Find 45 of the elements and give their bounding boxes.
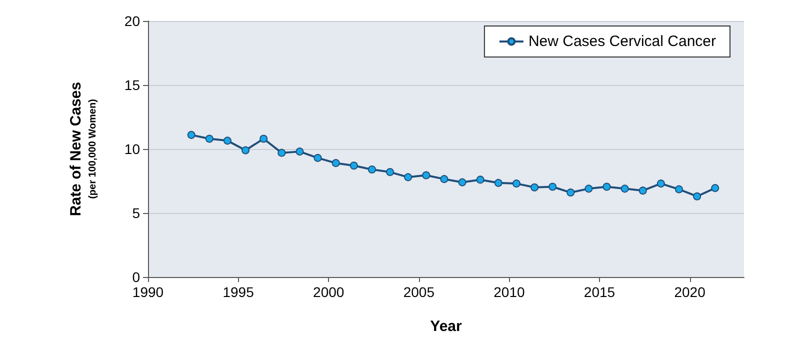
point <box>584 184 593 193</box>
point <box>530 183 538 192</box>
point <box>711 184 720 192</box>
point <box>404 173 412 182</box>
point <box>566 188 575 197</box>
legend-label: New Cases Cervical Cancer <box>528 33 716 50</box>
point <box>494 178 502 187</box>
point <box>458 178 466 186</box>
y-tick-label: 15 <box>124 77 140 93</box>
point <box>476 176 484 184</box>
point <box>548 182 557 191</box>
point <box>332 159 340 168</box>
point <box>512 180 520 188</box>
point <box>205 134 214 143</box>
x-tick-label: 1995 <box>222 284 254 300</box>
point <box>314 154 322 162</box>
y-tick-label: 0 <box>132 269 140 285</box>
y-axis-title: Rate of New Cases (per 100,000 Women) <box>68 82 98 216</box>
point <box>674 185 683 194</box>
x-tick-label: 2000 <box>313 284 344 300</box>
x-tick-label: 2005 <box>403 284 435 300</box>
point <box>422 171 430 180</box>
point <box>296 148 304 156</box>
y-tick-label: 20 <box>124 13 140 29</box>
x-axis-title: Year <box>430 318 462 335</box>
x-tick-label: 2020 <box>674 284 706 300</box>
point <box>620 184 629 193</box>
point <box>638 186 647 195</box>
point <box>368 165 376 174</box>
point <box>350 162 358 170</box>
point <box>656 180 665 188</box>
point <box>242 146 250 154</box>
point <box>693 192 702 200</box>
point <box>440 175 448 184</box>
point <box>278 148 286 157</box>
x-tick-label: 1990 <box>132 284 164 300</box>
y-tick-label: 5 <box>132 205 140 221</box>
point <box>386 168 394 176</box>
y-tick-label: 10 <box>124 141 140 157</box>
point <box>602 182 611 191</box>
x-tick-label: 2015 <box>584 284 616 300</box>
point <box>223 136 232 145</box>
point <box>260 134 268 143</box>
x-tick-label: 2010 <box>494 284 525 300</box>
point <box>187 130 196 139</box>
